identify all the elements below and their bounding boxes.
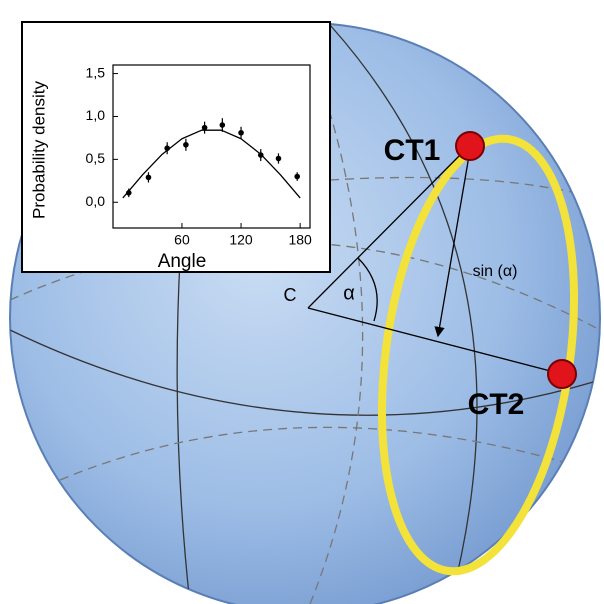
- data-point: [146, 175, 152, 181]
- ct2-label: CT2: [468, 388, 525, 421]
- data-point: [276, 156, 282, 162]
- ct1-point: [456, 132, 484, 160]
- x-tick-label: 60: [174, 232, 190, 248]
- data-point: [294, 174, 300, 180]
- data-point: [238, 130, 244, 136]
- x-axis-label: Angle: [158, 251, 207, 272]
- data-point: [220, 122, 226, 128]
- x-tick-label: 180: [288, 232, 312, 248]
- y-tick-label: 1,0: [86, 107, 106, 123]
- data-point: [183, 142, 189, 148]
- y-tick-label: 1,5: [86, 64, 106, 80]
- sin-label: sin (α): [473, 263, 518, 280]
- angle-label: α: [343, 282, 355, 304]
- x-tick-label: 120: [229, 232, 253, 248]
- y-tick-label: 0,0: [86, 193, 106, 209]
- y-tick-label: 0,5: [86, 150, 106, 166]
- y-axis-label: Probability density: [29, 81, 48, 219]
- figure: CT1 CT2 C α sin (α) Angle Probability de…: [0, 0, 604, 604]
- center-label: C: [284, 285, 297, 305]
- ct2-point: [548, 360, 576, 388]
- ct1-label: CT1: [384, 134, 441, 167]
